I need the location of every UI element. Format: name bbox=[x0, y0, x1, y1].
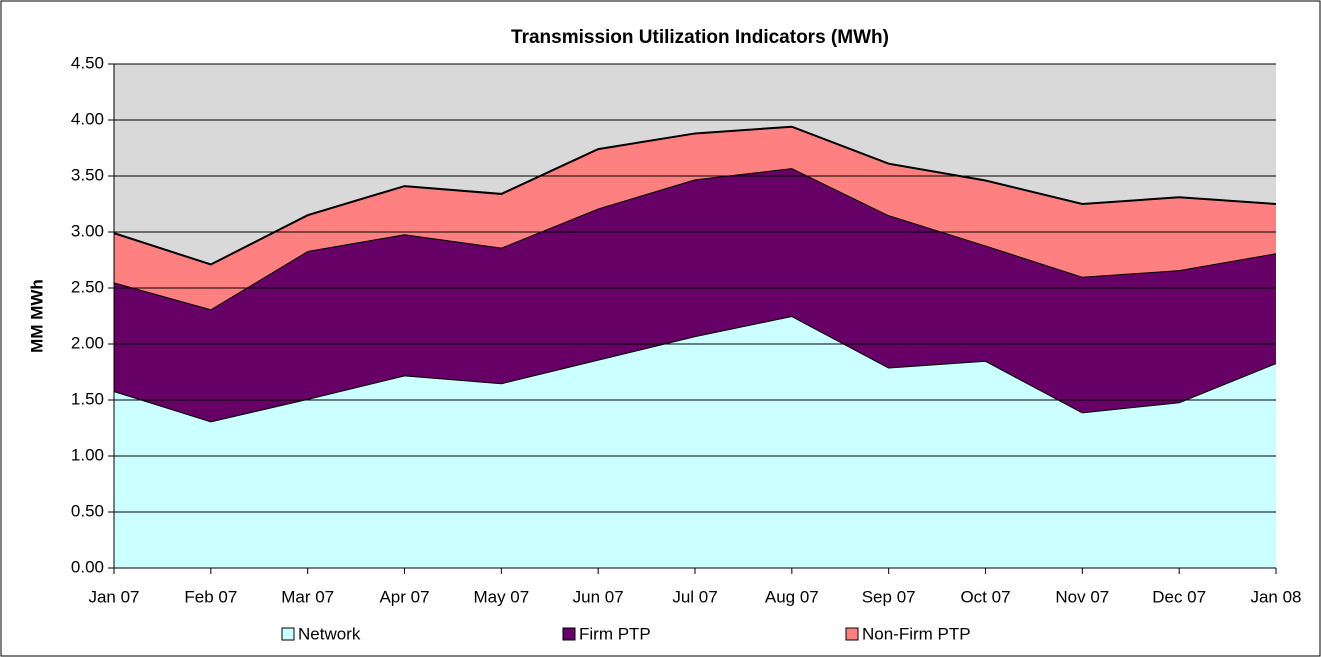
legend-label: Network bbox=[298, 624, 361, 643]
x-tick-label: Apr 07 bbox=[379, 587, 429, 606]
x-tick-label: Jun 07 bbox=[573, 587, 624, 606]
legend-swatch bbox=[562, 627, 576, 641]
chart-title: Transmission Utilization Indicators (MWh… bbox=[511, 27, 889, 48]
x-tick-label: Oct 07 bbox=[960, 587, 1010, 606]
area bbox=[114, 316, 1276, 568]
y-tick-label: 2.50 bbox=[71, 277, 104, 296]
area-edge bbox=[113, 125, 1277, 266]
y-tick-label: 1.00 bbox=[71, 445, 104, 464]
y-tick-label: 3.50 bbox=[71, 165, 104, 184]
x-tick-label: Jan 07 bbox=[88, 587, 139, 606]
x-tick-label: May 07 bbox=[473, 587, 529, 606]
area bbox=[114, 168, 1276, 422]
legend-label: Firm PTP bbox=[579, 624, 651, 643]
area bbox=[114, 126, 1276, 310]
y-tick-label: 3.00 bbox=[71, 221, 104, 240]
y-tick-label: 4.00 bbox=[71, 109, 104, 128]
y-tick-label: 1.50 bbox=[71, 389, 104, 408]
legend-swatch bbox=[845, 627, 859, 641]
x-tick-label: Dec 07 bbox=[1152, 587, 1206, 606]
x-tick-label: Nov 07 bbox=[1055, 587, 1109, 606]
x-tick-label: Jul 07 bbox=[672, 587, 717, 606]
x-tick-label: Aug 07 bbox=[765, 587, 819, 606]
x-tick-label: Jan 08 bbox=[1250, 587, 1301, 606]
y-tick-label: 0.00 bbox=[71, 557, 104, 576]
y-tick-label: 0.50 bbox=[71, 501, 104, 520]
y-axis-label: MM MWh bbox=[27, 279, 46, 353]
x-tick-label: Feb 07 bbox=[184, 587, 237, 606]
legend-label: Non-Firm PTP bbox=[862, 624, 971, 643]
x-tick-label: Sep 07 bbox=[862, 587, 916, 606]
x-tick-label: Mar 07 bbox=[281, 587, 334, 606]
y-tick-label: 2.00 bbox=[71, 333, 104, 352]
y-tick-label: 4.50 bbox=[71, 53, 104, 72]
legend-swatch bbox=[281, 627, 295, 641]
